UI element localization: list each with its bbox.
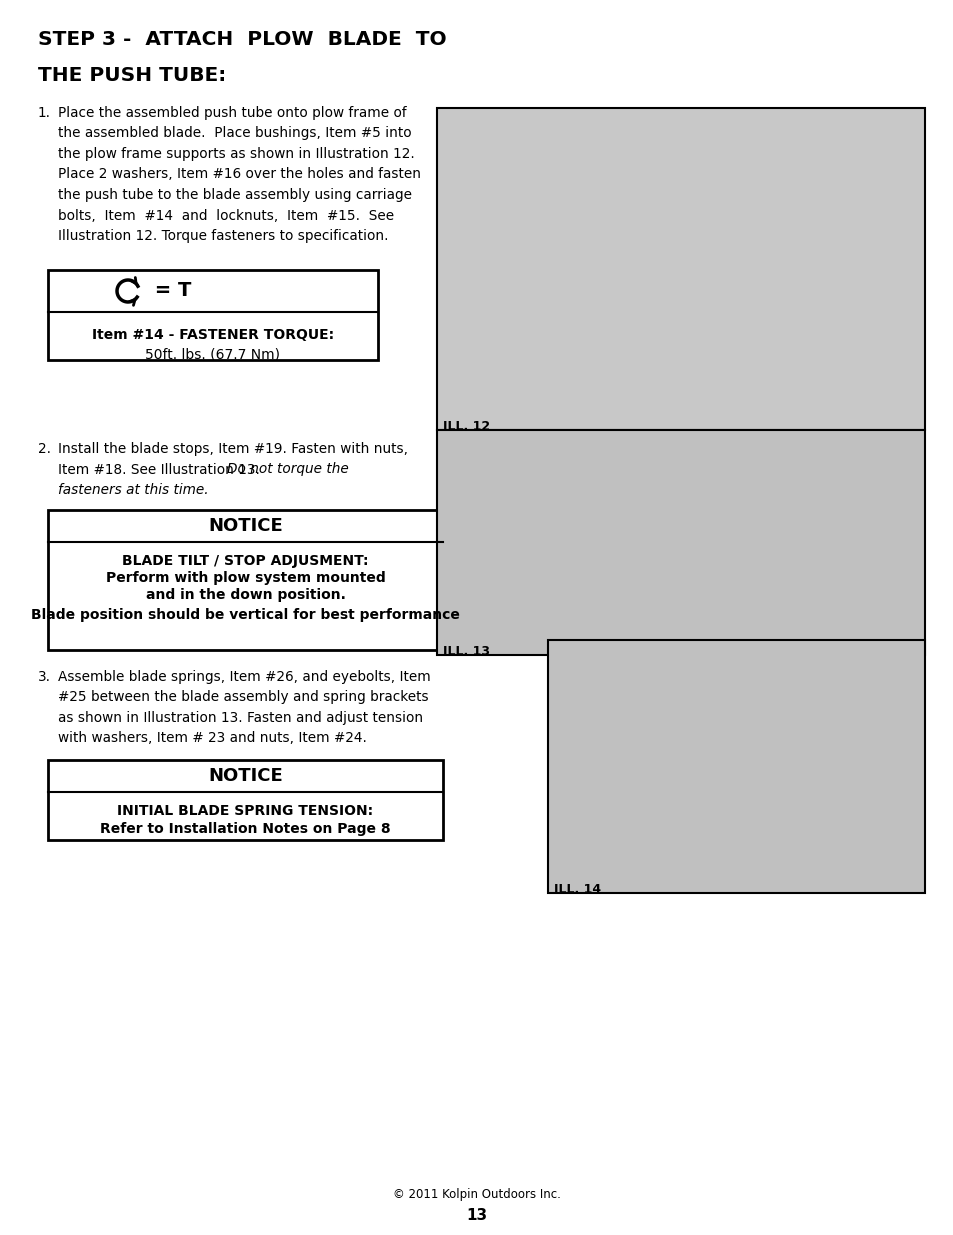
Text: 2.: 2. — [38, 442, 51, 456]
Text: ILL. 13: ILL. 13 — [442, 645, 490, 658]
Text: STEP 3 -  ATTACH  PLOW  BLADE  TO: STEP 3 - ATTACH PLOW BLADE TO — [38, 30, 446, 49]
Text: NOTICE: NOTICE — [208, 517, 283, 535]
Text: Refer to Installation Notes on Page 8: Refer to Installation Notes on Page 8 — [100, 823, 391, 836]
Text: with washers, Item # 23 and nuts, Item #24.: with washers, Item # 23 and nuts, Item #… — [58, 731, 367, 746]
Text: 50ft. lbs. (67.7 Nm): 50ft. lbs. (67.7 Nm) — [146, 347, 280, 361]
Text: Place the assembled push tube onto plow frame of: Place the assembled push tube onto plow … — [58, 106, 406, 120]
Text: Illustration 12. Torque fasteners to specification.: Illustration 12. Torque fasteners to spe… — [58, 228, 388, 243]
Text: 13: 13 — [466, 1208, 487, 1223]
Text: and in the down position.: and in the down position. — [146, 588, 345, 601]
Text: Perform with plow system mounted: Perform with plow system mounted — [106, 571, 385, 585]
Text: © 2011 Kolpin Outdoors Inc.: © 2011 Kolpin Outdoors Inc. — [393, 1188, 560, 1200]
Text: BLADE TILT / STOP ADJUSMENT:: BLADE TILT / STOP ADJUSMENT: — [122, 555, 369, 568]
Text: = T: = T — [148, 282, 192, 300]
Bar — [48, 510, 442, 650]
Text: INITIAL BLADE SPRING TENSION:: INITIAL BLADE SPRING TENSION: — [117, 804, 374, 818]
Bar — [48, 760, 442, 840]
Text: Item #18. See Illustration 13.: Item #18. See Illustration 13. — [58, 462, 264, 477]
Text: Assemble blade springs, Item #26, and eyebolts, Item: Assemble blade springs, Item #26, and ey… — [58, 671, 431, 684]
Text: as shown in Illustration 13. Fasten and adjust tension: as shown in Illustration 13. Fasten and … — [58, 711, 423, 725]
Text: bolts,  Item  #14  and  locknuts,  Item  #15.  See: bolts, Item #14 and locknuts, Item #15. … — [58, 209, 394, 222]
Text: Do not torque the: Do not torque the — [227, 462, 349, 477]
Text: Item #14 - FASTENER TORQUE:: Item #14 - FASTENER TORQUE: — [91, 329, 334, 342]
Text: Blade position should be vertical for best performance: Blade position should be vertical for be… — [31, 608, 459, 622]
Text: ILL. 14: ILL. 14 — [554, 883, 600, 897]
Text: ILL. 12: ILL. 12 — [442, 420, 490, 433]
Bar — [48, 270, 377, 359]
Bar — [436, 107, 924, 430]
Text: #25 between the blade assembly and spring brackets: #25 between the blade assembly and sprin… — [58, 690, 428, 704]
Text: Install the blade stops, Item #19. Fasten with nuts,: Install the blade stops, Item #19. Faste… — [58, 442, 408, 456]
Text: Place 2 washers, Item #16 over the holes and fasten: Place 2 washers, Item #16 over the holes… — [58, 168, 420, 182]
Text: fasteners at this time.: fasteners at this time. — [58, 483, 209, 496]
Text: 3.: 3. — [38, 671, 51, 684]
Text: the assembled blade.  Place bushings, Item #5 into: the assembled blade. Place bushings, Ite… — [58, 126, 411, 141]
Bar — [547, 640, 924, 893]
Text: NOTICE: NOTICE — [208, 767, 283, 785]
Text: the plow frame supports as shown in Illustration 12.: the plow frame supports as shown in Illu… — [58, 147, 415, 161]
Text: 1.: 1. — [38, 106, 51, 120]
Bar — [436, 430, 924, 655]
Text: THE PUSH TUBE:: THE PUSH TUBE: — [38, 65, 226, 85]
Text: the push tube to the blade assembly using carriage: the push tube to the blade assembly usin… — [58, 188, 412, 203]
